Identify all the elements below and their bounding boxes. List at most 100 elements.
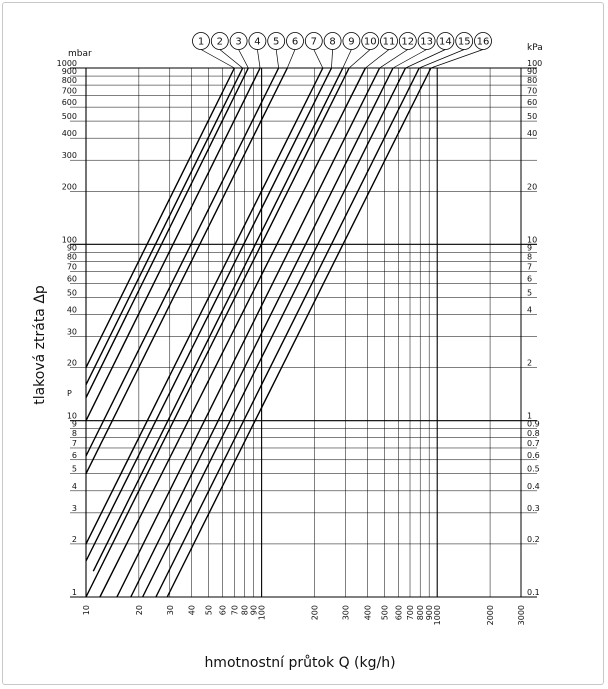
y-right-tick-label: 2: [527, 359, 532, 368]
series-label-9: 9: [348, 37, 354, 48]
series-line-6: [85, 67, 288, 475]
y-axis-title: tlaková ztráta Δp: [32, 285, 48, 405]
y-right-tick-label: 50: [527, 112, 537, 121]
series-label-6: 6: [292, 37, 298, 48]
series-line-12: [116, 67, 381, 598]
x-tick-label: 600: [394, 605, 403, 620]
x-tick-label: 1000: [433, 605, 442, 625]
y-left-tick-label: 300: [62, 151, 77, 160]
y-left-tick-label: 700: [62, 86, 77, 95]
x-tick-label: 40: [188, 605, 197, 615]
series-circle-15: [455, 32, 474, 50]
left-unit-label: mbar: [68, 49, 92, 59]
series-line-15: [155, 67, 420, 598]
x-tick-label: 500: [380, 605, 389, 620]
x-tick-label: 90: [250, 605, 259, 615]
x-tick-label: 100: [258, 605, 267, 620]
series-line-9: [92, 67, 344, 572]
leader-line-11: [365, 49, 390, 69]
leader-line-14: [405, 49, 446, 69]
y-right-tick-label: 0.9: [527, 420, 540, 429]
series-line-7: [85, 67, 324, 545]
y-left-tick-label: 90: [67, 243, 77, 252]
y-left-tick-label: 6: [72, 451, 77, 460]
y-left-tick-label: 30: [67, 328, 77, 337]
series-circle-13: [417, 32, 436, 50]
x-tick-label: 700: [406, 605, 415, 620]
leader-line-1: [200, 49, 235, 69]
y-right-tick-label: 9: [527, 243, 532, 252]
x-tick-label: 900: [425, 605, 434, 620]
x-axis-ticks: 10 20 30 40 50 60 70 80 90 100 200 300 400 500 600 700 8…: [82, 605, 526, 625]
y-left-tick-label: 50: [67, 288, 77, 297]
y-right-tick-label: 20: [527, 182, 537, 191]
series-line-16: [166, 67, 432, 598]
label-leaders: [200, 49, 484, 69]
y-left-tick-label: 900: [62, 67, 77, 76]
series-label-4: 4: [254, 37, 260, 48]
y-right-tick-label: 60: [527, 98, 537, 107]
y-right-tick-label: 0.6: [527, 451, 540, 460]
y-right-tick-label: 6: [527, 274, 532, 283]
y-left-tick-label: 200: [62, 182, 77, 191]
leader-line-13: [392, 49, 427, 69]
series-label-8: 8: [329, 37, 335, 48]
leader-line-9: [342, 49, 352, 69]
y-right-tick-label: 7: [527, 263, 532, 272]
series-circle-8: [323, 32, 342, 50]
x-tick-label: 30: [166, 605, 175, 615]
x-tick-label: 3000: [517, 605, 526, 625]
y-left-tick-label: 10: [67, 412, 77, 421]
x-tick-label: 800: [416, 605, 425, 620]
y-left-tick-label: 5: [72, 465, 77, 474]
y-left-tick-label: 8: [72, 429, 77, 438]
leader-line-6: [286, 49, 296, 69]
y-left-tick-label: 1000: [57, 59, 77, 68]
series-line-14: [141, 67, 407, 598]
series-line-1: [85, 67, 236, 368]
y-right-tick-label: 100: [527, 59, 542, 68]
series-circle-11: [380, 32, 398, 50]
series-label-10: 10: [364, 37, 377, 48]
series-circle-2: [210, 32, 229, 50]
y-left-tick-label: 800: [62, 76, 77, 85]
leader-line-15: [419, 49, 465, 69]
y-left-tick-label: 20: [67, 359, 77, 368]
y-right-tick-label: 5: [527, 288, 532, 297]
plot-border: [85, 67, 522, 598]
leader-line-10: [348, 49, 371, 69]
series-circle-5: [267, 32, 286, 50]
x-tick-label: 300: [341, 605, 350, 620]
x-tick-label: 20: [135, 605, 144, 615]
series-lines: [85, 67, 432, 598]
p-marker: P: [67, 389, 72, 398]
leader-line-5: [275, 49, 279, 69]
leader-line-16: [430, 49, 484, 69]
series-label-14: 14: [439, 37, 452, 48]
y-right-tick-label: 40: [527, 129, 537, 138]
series-label-15: 15: [458, 37, 471, 48]
y-left-tick-label: 2: [72, 535, 77, 544]
series-line-13: [130, 67, 394, 598]
y-left-tick-label: 9: [72, 420, 77, 429]
x-tick-label: 50: [205, 605, 214, 615]
series-circle-7: [304, 32, 323, 50]
series-circle-10: [361, 32, 380, 50]
y-right-tick-label: 1: [527, 412, 532, 421]
series-circle-12: [398, 32, 417, 50]
x-tick-label: 200: [310, 605, 319, 620]
x-tick-label: 70: [230, 605, 239, 615]
y-left-tick-label: 600: [62, 98, 77, 107]
y-right-tick-label: 0.1: [527, 588, 540, 597]
leader-line-3: [238, 49, 249, 69]
y-left-tick-label: 40: [67, 306, 77, 315]
leader-line-8: [331, 49, 333, 69]
series-label-2: 2: [217, 37, 223, 48]
series-labels: 1 2 3 4 5 6 7 8 9 10 11 12 13 14 15 16: [192, 32, 492, 50]
x-tick-label: 80: [241, 605, 250, 615]
y-left-tick-label: 4: [72, 482, 77, 491]
series-label-5: 5: [273, 37, 279, 48]
